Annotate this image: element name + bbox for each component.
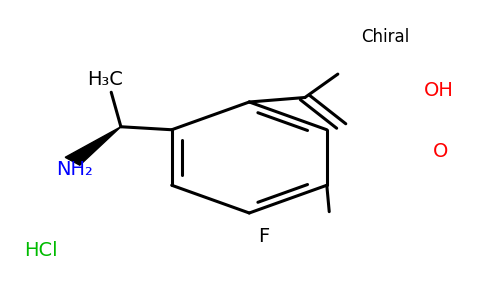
Text: NH₂: NH₂ <box>57 160 93 179</box>
Text: H₃C: H₃C <box>88 70 123 89</box>
Polygon shape <box>65 127 121 165</box>
Text: Chiral: Chiral <box>361 28 409 46</box>
Text: F: F <box>258 227 270 247</box>
Text: HCl: HCl <box>24 241 58 260</box>
Text: O: O <box>433 142 449 161</box>
Text: OH: OH <box>424 80 454 100</box>
